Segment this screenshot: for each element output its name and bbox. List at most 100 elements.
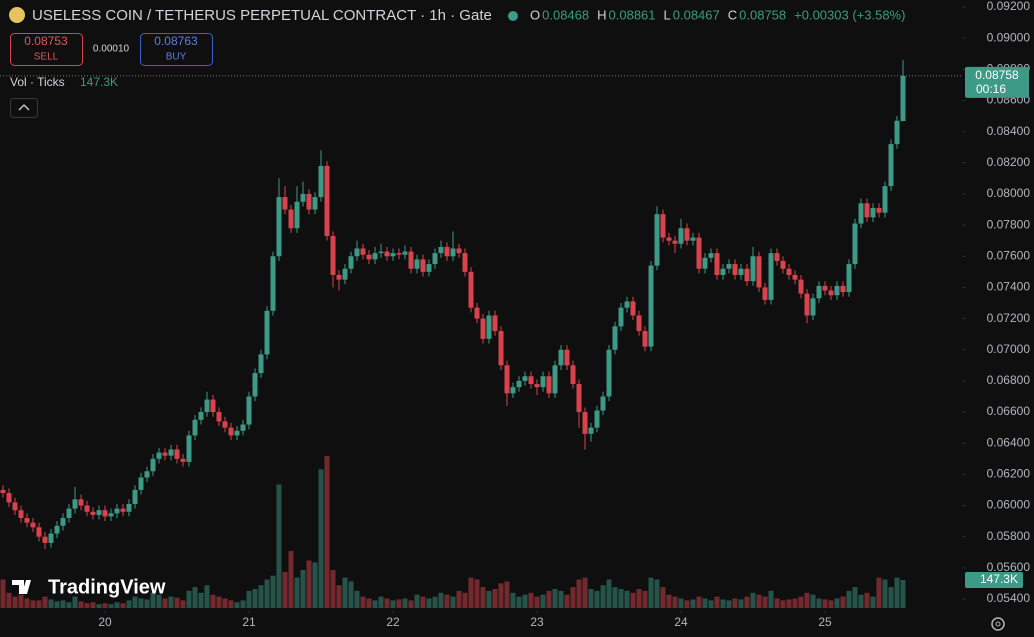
volume-bar — [402, 598, 408, 608]
volume-bar — [348, 581, 354, 608]
volume-bar — [204, 585, 210, 608]
candle-body — [570, 365, 576, 385]
volume-bar — [42, 596, 48, 608]
volume-bar — [600, 585, 606, 608]
candle-body — [606, 349, 612, 397]
candle-body — [66, 508, 72, 518]
candle-body — [42, 536, 48, 543]
last-price-box — [965, 66, 1029, 98]
sell-button[interactable] — [10, 33, 83, 66]
candle-body — [552, 365, 558, 394]
volume-bar — [672, 596, 678, 608]
y-tick-label: 0.06600 — [987, 404, 1031, 418]
candle-body — [498, 331, 504, 366]
volume-bar — [372, 600, 378, 608]
x-tick-label: 23 — [530, 615, 544, 629]
candle-body — [684, 228, 690, 241]
candle-body — [264, 310, 270, 355]
candle-body — [864, 203, 870, 218]
volume-bar — [30, 600, 36, 608]
volume-bar — [756, 594, 762, 608]
volume-bar — [120, 603, 126, 608]
plot-area — [0, 59, 906, 608]
candle-body — [84, 505, 90, 512]
candle-body — [240, 424, 246, 431]
y-tick-label: 0.06000 — [987, 498, 1031, 512]
candle-body — [390, 253, 396, 257]
volume-bar — [816, 598, 822, 608]
candle-body — [816, 285, 822, 299]
candle-body — [894, 120, 900, 145]
symbol-title[interactable]: USELESS COIN / TETHERUS PERPETUAL CONTRA… — [32, 7, 492, 24]
volume-bar — [780, 600, 786, 608]
volume-bar — [0, 579, 6, 608]
status-dot — [508, 11, 518, 21]
volume-bar — [390, 600, 396, 608]
volume-bar — [528, 592, 534, 608]
candle-body — [540, 376, 546, 388]
volume-bar — [450, 596, 456, 608]
candle-body — [582, 412, 588, 434]
volume-bar — [474, 579, 480, 608]
volume-bar — [84, 603, 90, 608]
y-tick-label: 0.06400 — [987, 435, 1031, 449]
indicator-name[interactable]: Vol · Ticks — [10, 75, 65, 89]
candle-body — [468, 271, 474, 308]
volume-bar — [432, 596, 438, 608]
candle-body — [432, 253, 438, 265]
x-tick-label: 22 — [386, 615, 400, 629]
volume-bar — [294, 577, 300, 608]
candle-body — [618, 307, 624, 327]
volume-bar — [444, 594, 450, 608]
volume-bar — [630, 592, 636, 608]
candle-body — [336, 274, 342, 280]
candle-body — [834, 285, 840, 296]
volume-bar — [342, 577, 348, 608]
y-tick-label: 0.05600 — [987, 560, 1031, 574]
volume-bar — [678, 598, 684, 608]
candle-body — [48, 533, 54, 543]
buy-button[interactable] — [140, 33, 213, 66]
volume-bar — [366, 598, 372, 608]
volume-bar — [546, 590, 552, 608]
candle-body — [168, 449, 174, 456]
settings-button[interactable] — [991, 617, 1005, 631]
candle-body — [852, 223, 858, 265]
volume-bar — [498, 583, 504, 608]
y-tick-label: 0.07800 — [987, 217, 1031, 231]
candle-body — [564, 349, 570, 366]
volume-bar — [144, 599, 150, 608]
candle-body — [732, 264, 738, 275]
candle-body — [558, 349, 564, 366]
volume-bar — [138, 598, 144, 608]
candle-body — [78, 499, 84, 506]
volume-bar — [396, 599, 402, 608]
volume-bar — [306, 560, 312, 608]
candle-body — [708, 253, 714, 258]
candle-body — [900, 75, 906, 122]
candle-body — [804, 293, 810, 316]
y-tick-label: 0.08000 — [987, 186, 1031, 200]
volume-bar — [486, 590, 492, 608]
candle-body — [144, 471, 150, 478]
candle-body — [726, 264, 732, 269]
volume-bar — [750, 592, 756, 608]
volume-bar — [228, 600, 234, 608]
candle-body — [0, 489, 6, 494]
volume-bar — [192, 587, 198, 608]
volume-bar — [786, 599, 792, 608]
volume-bar — [78, 601, 84, 608]
candle-body — [750, 256, 756, 282]
volume-bar — [894, 577, 900, 608]
volume-bar — [714, 596, 720, 608]
candle-body — [402, 251, 408, 255]
ohlc-value: 0.08468 — [542, 7, 589, 22]
candle-body — [888, 144, 894, 187]
volume-bar — [888, 587, 894, 608]
candle-body — [462, 253, 468, 272]
y-tick-label: 0.08400 — [987, 124, 1031, 138]
candle-body — [414, 259, 420, 269]
candle-body — [360, 248, 366, 255]
candle-body — [306, 193, 312, 210]
collapse-button[interactable] — [10, 98, 38, 118]
